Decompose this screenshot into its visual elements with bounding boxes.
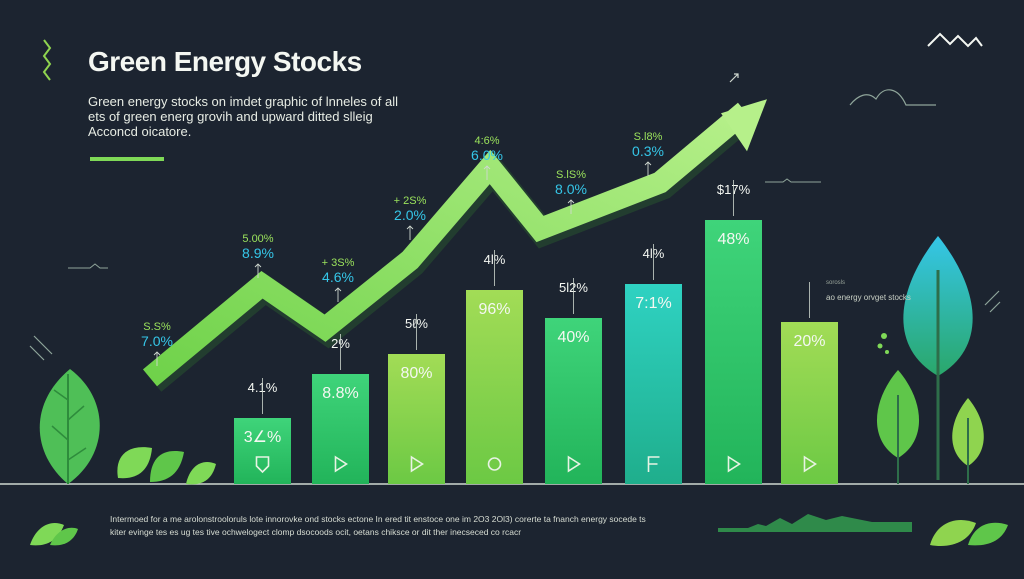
ground-leaves-icon [30,523,78,546]
squiggle-decoration [42,39,52,81]
bar-0 [234,418,291,484]
trend-label-value-6: 0.3% [632,143,664,159]
trend-label-top-3: + 2S% [394,195,427,207]
wave-decoration [765,178,821,183]
logo-mountain-icon [927,32,983,48]
play-icon-1 [334,455,348,473]
bar-3 [466,290,523,484]
page-title: Green Energy Stocks [88,46,362,77]
bar-6 [705,220,762,484]
trend-label-top-1: 5.00% [242,233,273,245]
footnote: Intermoed for a me arolonstrooloruls lot… [110,514,646,537]
trend-label-tick-3 [406,225,414,240]
bar-value-label-0: 3∠% [244,429,281,446]
bar-value-label-2: 80% [400,365,432,382]
ground-leaves-right-icon [930,519,1008,547]
page-subtitle: Green energy stocks on imdet graphic of … [88,94,399,139]
trend-arrow-icon [142,102,753,387]
trend-label-top-2: + 3S% [322,257,355,269]
wave-decoration-left [68,263,108,269]
bar-value-label-4: 40% [557,329,589,346]
side-label-small: sorosls [826,280,846,286]
trend-label-value-3: 2.0% [394,207,426,223]
bar-value-label-1: 8.8% [322,385,358,402]
bar-value-label-5: 7:1% [635,295,671,312]
diagonal-mark-decoration-left [29,335,53,361]
trend-label-value-2: 4.6% [322,269,354,285]
bar-7 [781,322,838,484]
side-label: sorosls ao energy orvget stocks [826,278,916,303]
play-icon-2 [410,455,424,473]
circle-icon-3 [487,457,502,471]
trend-label-top-0: S.S% [143,321,171,333]
shield-icon-0 [255,456,270,474]
bar-value-label-6: 48% [717,231,749,248]
play-icon-6 [727,455,741,473]
trend-label-tick-6 [644,161,652,176]
trend-arrow-head [721,99,767,152]
trend-label-tick-2 [334,287,342,302]
trend-label-tick-4 [483,165,491,180]
grass-strip-decoration [718,514,912,532]
side-label-text: ao energy orvget stocks [826,293,911,302]
trend-label-tick-5 [567,199,575,214]
bar-1 [312,374,369,484]
hill-outline-decoration [849,89,936,106]
trend-label-top-4: 4:6% [474,135,499,147]
trend-label-tick-1 [254,263,262,278]
play-icon-7 [803,455,817,473]
bar-5 [625,284,682,484]
bar-2 [388,354,445,484]
bar-4 [545,318,602,484]
bar-value-label-7: 20% [793,333,825,350]
f-icon-5 [647,456,660,472]
bar-value-label-3: 96% [478,301,510,318]
tree-icon [876,236,984,484]
small-leaves-icon [117,447,216,485]
trend-label-tick-0 [153,351,161,366]
arrow-mark-icon [729,73,739,83]
trend-label-top-5: S.lS% [556,169,586,181]
play-icon-4 [567,455,581,473]
trend-label-value-1: 8.9% [242,245,274,261]
trend-label-top-6: S.l8% [634,131,663,143]
leaf-icon [39,369,100,484]
trend-label-value-4: 6.0% [471,147,503,163]
title-underline [90,157,164,161]
trend-label-value-0: 7.0% [141,333,173,349]
diagonal-mark-decoration [984,290,1001,313]
trend-label-value-5: 8.0% [555,181,587,197]
